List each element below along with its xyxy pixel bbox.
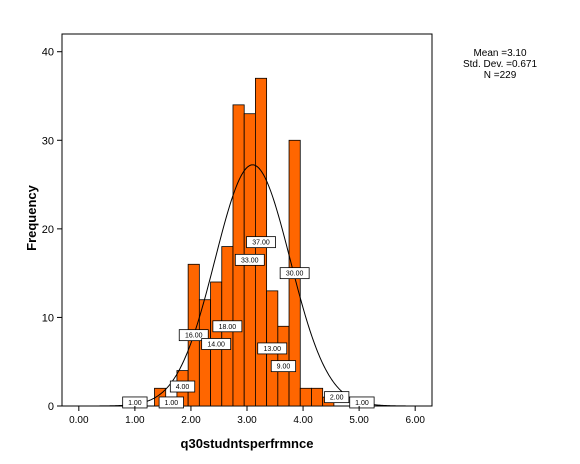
histogram-bar — [299, 387, 312, 407]
data-label: 9.00 — [270, 360, 297, 373]
x-tick-label: 2.00 — [181, 415, 201, 426]
histogram-bar — [311, 387, 324, 407]
stat-mean: Mean =3.10 — [473, 48, 527, 59]
data-label: 30.00 — [279, 267, 310, 280]
data-label-text: 33.00 — [241, 257, 259, 264]
data-labels-layer: 1.00 1.00 4.00 16.00 14.00 18.00 33.00 37.00 13.… — [122, 236, 375, 409]
x-tick-label: 4.00 — [293, 415, 313, 426]
data-label: 1.00 — [349, 396, 375, 409]
data-label: 14.00 — [201, 338, 232, 350]
histogram-bar — [198, 299, 211, 407]
y-tick-label: 0 — [48, 401, 54, 413]
y-tick-label: 20 — [42, 224, 54, 236]
data-label: 13.00 — [257, 342, 288, 355]
data-label-text: 18.00 — [219, 324, 237, 331]
x-tick-label: 1.00 — [125, 415, 145, 426]
axes-layer: 0 10 20 30 40 0.00 1.00 2.00 3.00 4.00 5.00 6.00 — [42, 47, 426, 426]
bars-layer — [61, 33, 433, 407]
data-label: 16.00 — [178, 329, 209, 342]
data-label-text: 13.00 — [263, 346, 281, 353]
x-tick-label: 3.00 — [237, 415, 257, 426]
data-label-text: 4.00 — [176, 384, 190, 391]
data-label-text: 1.00 — [128, 400, 142, 407]
data-label-text: 16.00 — [185, 333, 203, 340]
data-label: 18.00 — [212, 320, 243, 333]
data-label-text: 1.00 — [165, 400, 179, 407]
x-tick-label: 0.00 — [69, 415, 89, 426]
y-tick-label: 40 — [42, 47, 54, 59]
data-label-text: 37.00 — [252, 240, 270, 247]
y-tick-label: 10 — [42, 312, 54, 324]
data-label: 33.00 — [234, 253, 265, 266]
data-label-text: 1.00 — [355, 400, 369, 407]
stat-n: N =229 — [483, 70, 517, 81]
y-axis-title: Frequency — [24, 184, 39, 251]
x-tick-label: 6.00 — [405, 415, 425, 426]
x-tick-label: 5.00 — [349, 415, 369, 426]
data-label-text: 14.00 — [207, 342, 225, 349]
statistics-summary: Mean =3.10 Std. Dev. =0.671 N =229 — [440, 48, 560, 81]
x-axis-title: q30studntsperfrmnce — [181, 436, 314, 451]
data-label: 4.00 — [169, 380, 196, 393]
data-label-text: 9.00 — [277, 364, 291, 371]
data-label: 1.00 — [158, 396, 184, 409]
y-tick-label: 30 — [42, 135, 54, 147]
data-label: 2.00 — [324, 391, 350, 404]
stat-std-dev: Std. Dev. =0.671 — [462, 59, 538, 70]
data-label-text: 30.00 — [286, 271, 304, 278]
data-label: 37.00 — [246, 236, 276, 249]
data-label-text: 2.00 — [330, 395, 344, 402]
